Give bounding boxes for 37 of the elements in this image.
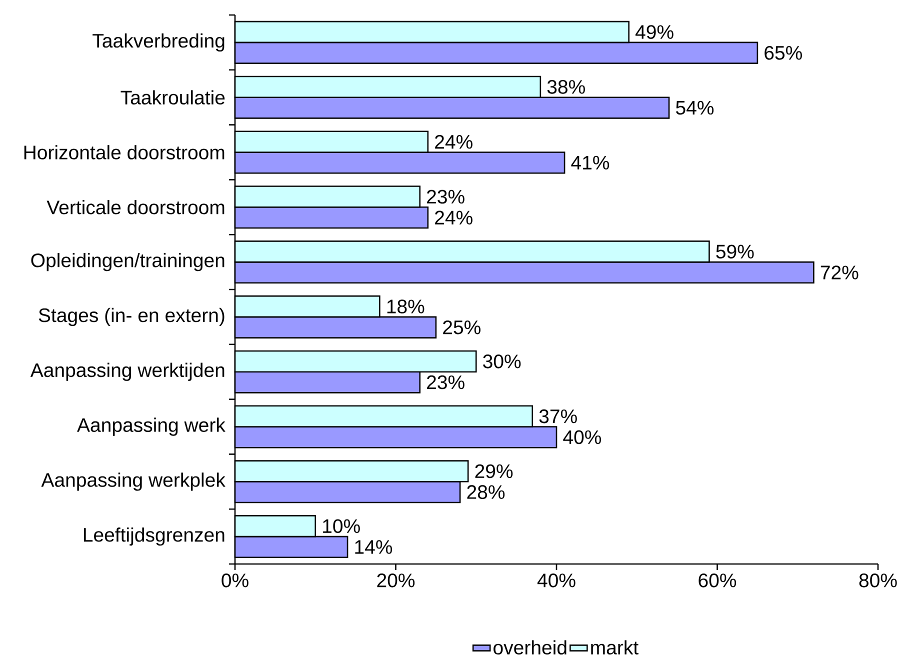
y-tick-label: Taakroulatie xyxy=(120,90,225,105)
y-tick-label: Stages (in- en extern) xyxy=(38,308,224,326)
x-tick-label: 80% xyxy=(859,574,897,588)
data-label: 18% xyxy=(387,300,424,314)
y-tick-label: Opleidingen/trainingen xyxy=(31,252,224,272)
legend-label: markt xyxy=(591,640,638,655)
data-label: 38% xyxy=(547,80,585,94)
data-label: 40% xyxy=(563,430,602,444)
y-tick-label: Leeftijdsgrenzen xyxy=(84,527,224,546)
data-label: 23% xyxy=(427,190,464,204)
y-tick-label: Aanpassing werktijden xyxy=(30,362,224,381)
data-label: 29% xyxy=(475,464,513,478)
data-label: 65% xyxy=(764,46,802,60)
x-tick-label: 40% xyxy=(537,574,576,588)
data-label: 14% xyxy=(355,540,392,554)
data-label: 23% xyxy=(427,375,464,390)
data-label: 24% xyxy=(435,210,472,224)
y-tick-label: Aanpassing werkplek xyxy=(41,472,226,491)
x-tick-label: 60% xyxy=(698,574,736,588)
y-tick-label: Verticale doorstroom xyxy=(46,200,224,214)
data-label: 41% xyxy=(571,156,610,170)
data-label: 49% xyxy=(635,25,674,39)
data-label: 25% xyxy=(443,320,480,334)
data-label: 10% xyxy=(323,519,360,534)
y-tick-label: Horizontale doorstroom xyxy=(24,145,224,160)
legend-label: overheid xyxy=(494,640,566,655)
y-tick-label: Taakverbreding xyxy=(92,33,224,52)
data-label: 54% xyxy=(676,100,714,115)
data-label: 30% xyxy=(483,354,521,368)
y-tick-label: Aanpassing werk xyxy=(77,418,226,436)
data-label: 28% xyxy=(467,485,505,499)
x-tick-label: 0% xyxy=(222,574,248,588)
data-label: 59% xyxy=(716,244,754,259)
data-label: 37% xyxy=(539,409,577,424)
x-tick-label: 20% xyxy=(377,574,415,588)
data-label: 24% xyxy=(435,134,472,149)
data-label: 72% xyxy=(820,266,858,280)
